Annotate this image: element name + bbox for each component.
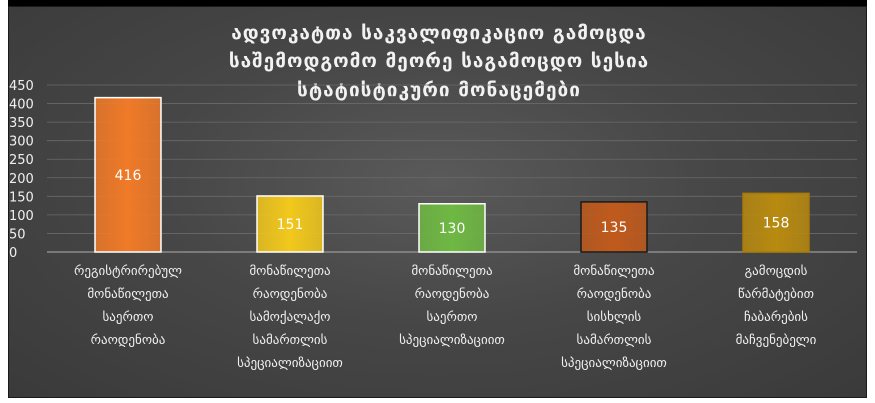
- top-border-bar: [8, 0, 867, 6]
- data-label: 416: [115, 168, 142, 184]
- chart-title-line-2: საშემოდგომო მეორე საგამოცდო სესია: [229, 50, 649, 72]
- y-tick-label: 150: [9, 190, 34, 205]
- y-tick-label: 450: [9, 79, 34, 94]
- data-labels: 416 151 130 135 158: [115, 168, 790, 237]
- y-tick-label: 100: [9, 209, 34, 224]
- x-category-label: რეგისტრირებულ მონაწილეთა საერთო რაოდენობა: [74, 264, 182, 348]
- y-tick-label: 200: [9, 172, 34, 187]
- bar: [580, 201, 648, 253]
- y-tick-label: 300: [9, 135, 34, 150]
- bar: [94, 96, 162, 253]
- x-axis-categories: რეგისტრირებულ მონაწილეთა საერთო რაოდენობა მო…: [74, 264, 817, 371]
- gridlines: [47, 84, 857, 253]
- x-category-label: მონაწილეთა რაოდენობა სამოქალაქო სამართლის სპ…: [237, 264, 343, 371]
- y-axis-ticks: 0 50 100 150 200 250 300 350 400 450: [9, 79, 34, 261]
- bar: [742, 192, 810, 253]
- chart-frame: ადვოკატთა საკვალიფიკაციო გამოცდა საშემოდ…: [8, 6, 867, 398]
- x-category-label: მონაწილეთა რაოდენობა საერთო სპეციალიზაციით: [399, 264, 505, 348]
- data-label: 151: [277, 217, 304, 233]
- data-label: 135: [601, 220, 628, 236]
- y-tick-label: 50: [9, 227, 26, 242]
- chart-title-line-3: სტატისტიკური მონაცემები: [297, 79, 581, 101]
- y-tick-label: 400: [9, 98, 34, 113]
- data-label: 158: [763, 216, 790, 232]
- x-category-label: გამოცდის წარმატებით ჩაბარების მაჩვენებელი: [736, 264, 817, 348]
- x-category-label: მონაწილეთა რაოდენობა სისხლის სამართლის სპეცი…: [561, 264, 667, 371]
- chart-title: ადვოკატთა საკვალიფიკაციო გამოცდა საშემოდ…: [229, 22, 649, 101]
- data-label: 130: [439, 221, 466, 237]
- bar: [418, 203, 486, 253]
- y-tick-label: 350: [9, 116, 34, 131]
- y-tick-label: 0: [9, 246, 17, 261]
- bar-chart: ადვოკატთა საკვალიფიკაციო გამოცდა საშემოდ…: [9, 22, 857, 371]
- y-tick-label: 250: [9, 153, 34, 168]
- chart-title-line-1: ადვოკატთა საკვალიფიკაციო გამოცდა: [231, 22, 646, 44]
- bars: [94, 96, 810, 253]
- bar: [256, 195, 324, 253]
